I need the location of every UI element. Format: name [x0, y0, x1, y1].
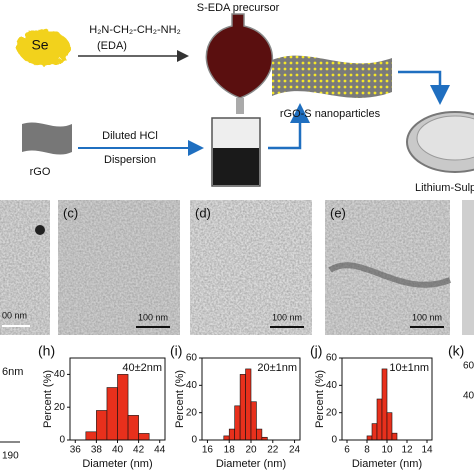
battery-label: Lithium-Sulphu [415, 182, 474, 194]
arrow [268, 103, 310, 150]
coin-cell-top [416, 115, 474, 161]
bar [138, 433, 150, 441]
annotation: 40±2nm [122, 362, 162, 374]
x-tick-label: 22 [267, 445, 279, 456]
y-tick-label: 60 [326, 353, 338, 364]
arrow [398, 70, 450, 105]
bar [127, 415, 139, 441]
bar [245, 368, 252, 441]
y-axis-label: Percent (%) [42, 370, 54, 428]
x-tick-label: 44 [154, 445, 166, 456]
x-tick-label: 36 [70, 445, 82, 456]
rgo-sheet [22, 122, 72, 155]
annotation: 10±1nm [389, 362, 429, 374]
x-tick-label: 24 [289, 445, 301, 456]
eda-label: (EDA) [97, 40, 127, 52]
bar [391, 432, 398, 441]
y-tick-label: 20 [54, 402, 66, 413]
bar [250, 401, 257, 441]
x-tick-label: 10 [381, 445, 393, 456]
precursor-label: S-EDA precursor [197, 2, 280, 14]
y-tick-label: 60 [186, 353, 198, 364]
x-tick-label: 38 [91, 445, 103, 456]
x-axis-label: Diameter (nm) [82, 458, 152, 470]
y-tick-label: 0 [191, 435, 197, 446]
dispersion-label: Dispersion [104, 154, 156, 166]
sheet-edge [328, 262, 452, 288]
panel-label: (c) [63, 205, 78, 220]
panel-label: (j) [310, 343, 322, 359]
y-tick-label: 0 [331, 435, 337, 446]
scale-label: 00 nm [2, 310, 27, 320]
x-tick-label: 8 [364, 445, 370, 456]
y-axis-label: Percent (%) [314, 370, 326, 428]
bar [117, 374, 129, 441]
funnel [205, 13, 274, 99]
bar [386, 412, 393, 441]
x-tick-label: 16 [202, 445, 214, 456]
panel-label: (d) [195, 205, 211, 220]
partial-annotation: 6nm [2, 366, 23, 378]
x-axis-label: Diameter (nm) [216, 458, 286, 470]
bar [96, 410, 108, 441]
bar [256, 428, 263, 441]
rgo-s-label: rGO-S nanoparticles [280, 108, 381, 120]
axes-frame [341, 357, 433, 441]
formula: H₂N-CH₂-CH₂-NH₂ [89, 24, 181, 36]
bar [85, 431, 97, 441]
x-tick-label: 18 [224, 445, 236, 456]
y-tick-label: 20 [326, 407, 338, 418]
x-tick-label: 40 [112, 445, 124, 456]
bar [234, 405, 241, 441]
x-axis-label: Diameter (nm) [352, 458, 422, 470]
y-tick-label: 20 [186, 407, 198, 418]
bar [239, 374, 246, 441]
x-tick-label: 12 [401, 445, 413, 456]
se-label: Se [31, 37, 48, 53]
schematic: Se H₂N-CH₂-CH₂-NH₂ (EDA) S-EDA precursor… [16, 2, 474, 194]
partial-tick: 40 [463, 391, 474, 402]
x-tick-label: 42 [133, 445, 145, 456]
beaker-liquid [213, 148, 259, 185]
scale-label: 100 nm [272, 312, 302, 322]
tem-texture [0, 200, 50, 335]
bar [106, 387, 118, 441]
axes-frame [69, 357, 166, 441]
y-tick-label: 0 [59, 435, 65, 446]
y-axis-label: Percent (%) [174, 370, 186, 428]
tem-row: 00 nm (c) 100 nm (d) 100 nm (e) 100 nm [0, 200, 474, 335]
bar [381, 368, 388, 441]
panel-label: (i) [170, 343, 182, 359]
y-tick-label: 40 [326, 380, 338, 391]
scale-label: 100 nm [138, 312, 168, 322]
partial-tick: 60 [463, 361, 474, 372]
tem-image [462, 200, 474, 335]
hcl-label: Diluted HCl [102, 130, 158, 142]
bar [376, 398, 383, 441]
funnel-stem [236, 98, 244, 114]
tem-texture [190, 200, 312, 335]
panel-label: (k) [448, 343, 464, 359]
rgo-label: rGO [30, 166, 51, 178]
partial-tick: 190 [2, 451, 19, 462]
annotation: 20±1nm [257, 362, 297, 374]
rgo-s-sheet [272, 55, 392, 98]
x-tick-label: 6 [344, 445, 350, 456]
particle [35, 225, 45, 235]
y-tick-label: 40 [186, 380, 198, 391]
se-powder [16, 28, 68, 64]
x-tick-label: 20 [245, 445, 257, 456]
x-tick-label: 14 [421, 445, 433, 456]
scale-label: 100 nm [412, 312, 442, 322]
tem-texture [58, 200, 180, 335]
bar [371, 423, 378, 441]
axes-frame [201, 357, 301, 441]
panel-label: (e) [330, 205, 346, 220]
bar [223, 435, 230, 441]
bar [366, 435, 373, 441]
y-tick-label: 40 [54, 369, 66, 380]
bar [228, 428, 235, 441]
panel-label: (h) [38, 343, 55, 359]
